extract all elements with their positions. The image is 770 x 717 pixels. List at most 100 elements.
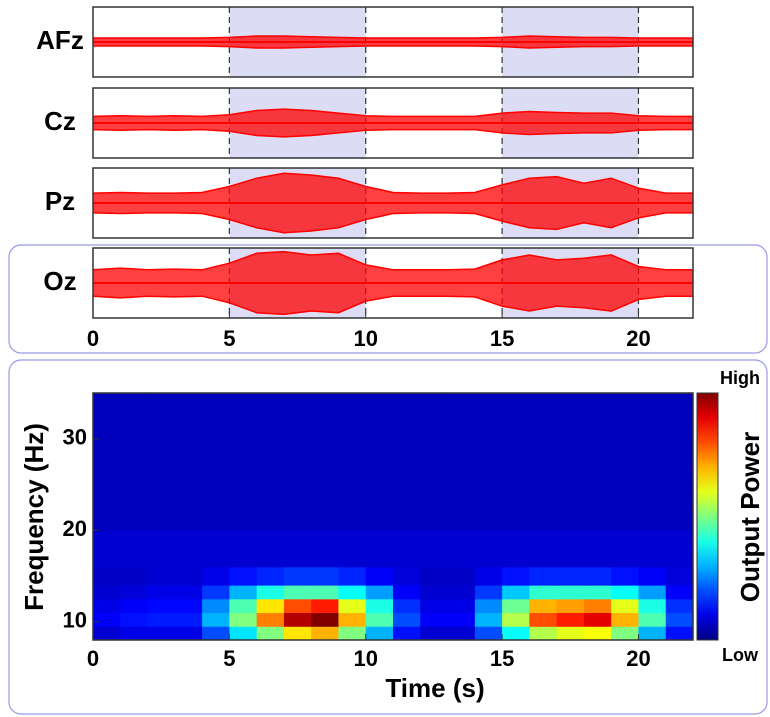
heatmap-cell <box>147 393 176 531</box>
heatmap-cell <box>93 585 121 600</box>
heatmap-cell <box>529 566 558 586</box>
heatmap-cell <box>529 612 558 627</box>
heatmap-cell <box>202 566 230 586</box>
x-tick-label: 10 <box>353 326 377 351</box>
heatmap-cell <box>147 598 176 614</box>
signal-lower <box>92 212 693 234</box>
heatmap-cell <box>583 598 612 614</box>
heatmap-cell <box>202 585 230 600</box>
heatmap-cell <box>502 626 530 641</box>
heatmap-cell <box>447 626 476 641</box>
x-tick-label: 0 <box>87 646 99 671</box>
heatmap-cell <box>474 612 503 627</box>
signal-lower <box>92 128 693 138</box>
heatmap-cell <box>283 585 312 600</box>
heatmap-cell <box>174 626 203 641</box>
heatmap-cell <box>502 393 530 531</box>
heatmap-cell <box>365 598 394 614</box>
heatmap-cell <box>665 626 694 641</box>
y-tick-label: 10 <box>63 608 87 633</box>
y-tick-label: 20 <box>63 516 87 541</box>
heatmap-cell <box>474 626 503 641</box>
heatmap-cell <box>556 530 585 568</box>
heatmap-cell <box>665 566 694 586</box>
heatmap-cell <box>556 612 585 627</box>
heatmap-cell <box>229 530 258 568</box>
heatmap-cell <box>638 598 667 614</box>
x-tick-label: 5 <box>223 326 235 351</box>
heatmap-cell <box>283 612 312 627</box>
heatmap-cell <box>447 598 476 614</box>
heatmap-cell <box>556 566 585 586</box>
heatmap-cell <box>174 612 203 627</box>
heatmap-cell <box>283 626 312 641</box>
heatmap-cell <box>202 530 230 568</box>
heatmap-cell <box>611 626 639 641</box>
x-tick-label: 20 <box>626 646 650 671</box>
heatmap-cell <box>583 612 612 627</box>
heatmap-cell <box>502 598 530 614</box>
heatmap-cell <box>556 393 585 531</box>
heatmap-cell <box>283 566 312 586</box>
heatmap-cell <box>311 612 339 627</box>
heatmap-cell <box>311 393 339 531</box>
heatmap-cell <box>529 530 558 568</box>
heatmap-cell <box>365 566 394 586</box>
heatmap-cell <box>638 566 667 586</box>
heatmap-cell <box>174 585 203 600</box>
heatmap-cell <box>529 626 558 641</box>
x-tick-label: 0 <box>87 326 99 351</box>
colorbar <box>696 392 719 641</box>
heatmap-cell <box>583 566 612 586</box>
signal-upper <box>92 250 693 271</box>
heatmap-cell <box>665 530 694 568</box>
heatmap-cell <box>256 585 285 600</box>
heatmap-cell <box>147 585 176 600</box>
heatmap-cell <box>420 393 449 531</box>
heatmap-cell <box>120 612 149 627</box>
heatmap-cell <box>420 530 449 568</box>
heatmap-cell <box>311 626 339 641</box>
heatmap-cell <box>665 393 694 531</box>
heatmap-cell <box>338 393 367 531</box>
heatmap-cell <box>583 585 612 600</box>
heatmap-cell <box>502 566 530 586</box>
heatmap-cell <box>420 566 449 586</box>
heatmap-cell <box>638 626 667 641</box>
heatmap-cell <box>283 598 312 614</box>
heatmap-cell <box>311 566 339 586</box>
heatmap-cell <box>556 585 585 600</box>
heatmap-cell <box>202 612 230 627</box>
heatmap-cell <box>338 612 367 627</box>
channel-label: Pz <box>45 186 75 216</box>
heatmap-cell <box>393 626 421 641</box>
heatmap-cell <box>202 393 230 531</box>
heatmap-cell <box>665 612 694 627</box>
heatmap-cell <box>638 612 667 627</box>
heatmap-cell <box>120 566 149 586</box>
highlight-box <box>8 244 768 354</box>
heatmap-cell <box>120 393 149 531</box>
heatmap-cell <box>556 626 585 641</box>
heatmap-cell <box>256 566 285 586</box>
heatmap-cell <box>120 626 149 641</box>
heatmap-cell <box>311 585 339 600</box>
heatmap-cell <box>338 598 367 614</box>
heatmap-cell <box>256 598 285 614</box>
heatmap-cell <box>147 530 176 568</box>
heatmap-cell <box>174 393 203 531</box>
heatmap-cell <box>120 598 149 614</box>
heatmap-cell <box>93 566 121 586</box>
signal-lower <box>92 295 693 316</box>
heatmap-cell <box>365 626 394 641</box>
heatmap-cell <box>311 530 339 568</box>
heatmap-cell <box>393 598 421 614</box>
y-tick-label: 30 <box>63 425 87 450</box>
panel-frame <box>92 247 694 319</box>
heatmap-cell <box>93 530 121 568</box>
channel-label: Oz <box>43 266 76 296</box>
heatmap-cell <box>393 585 421 600</box>
heatmap-cell <box>638 585 667 600</box>
x-axis-label: Time (s) <box>385 673 484 703</box>
x-tick-label: 15 <box>490 646 514 671</box>
